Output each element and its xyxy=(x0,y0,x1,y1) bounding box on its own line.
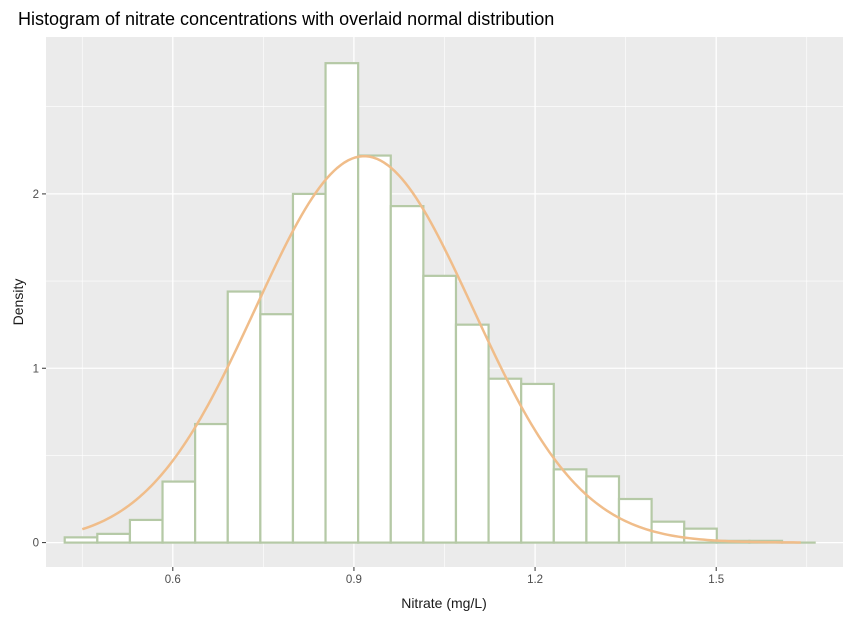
histogram-bar xyxy=(259,313,295,544)
histogram-bar xyxy=(96,532,132,544)
histogram-bars xyxy=(63,62,816,544)
y-axis-title: Density xyxy=(10,279,26,326)
histogram-bar xyxy=(291,192,327,544)
histogram-bar xyxy=(389,205,425,544)
histogram-bar xyxy=(487,377,523,544)
x-tick-label: 1.5 xyxy=(708,574,724,586)
x-tick-label: 0.6 xyxy=(165,574,181,586)
x-axis-title: Nitrate (mg/L) xyxy=(401,595,487,611)
histogram-bar xyxy=(617,497,653,544)
histogram-bar xyxy=(552,468,588,544)
chart-title: Histogram of nitrate concentrations with… xyxy=(18,9,554,29)
x-tick-label: 0.9 xyxy=(346,574,362,586)
histogram-bar xyxy=(422,274,458,544)
y-tick-label: 2 xyxy=(33,189,39,201)
histogram-bar xyxy=(63,536,99,544)
histogram-bar xyxy=(128,518,164,544)
y-tick-label: 0 xyxy=(33,538,39,550)
histogram-bar xyxy=(226,290,262,544)
x-tick-label: 1.2 xyxy=(527,574,543,586)
y-tick-label: 1 xyxy=(33,363,39,375)
histogram-bar xyxy=(357,154,392,544)
x-axis: 0.6 0.9 1.2 1.5 xyxy=(165,567,724,586)
histogram-bar xyxy=(194,422,229,544)
histogram-bar xyxy=(520,382,555,544)
histogram-bar xyxy=(161,480,197,544)
histogram-bar xyxy=(324,62,360,544)
histogram-bar xyxy=(454,323,490,544)
histogram-bar xyxy=(585,475,621,544)
normal-curve xyxy=(81,154,801,544)
y-axis: 0 1 2 xyxy=(33,189,46,550)
